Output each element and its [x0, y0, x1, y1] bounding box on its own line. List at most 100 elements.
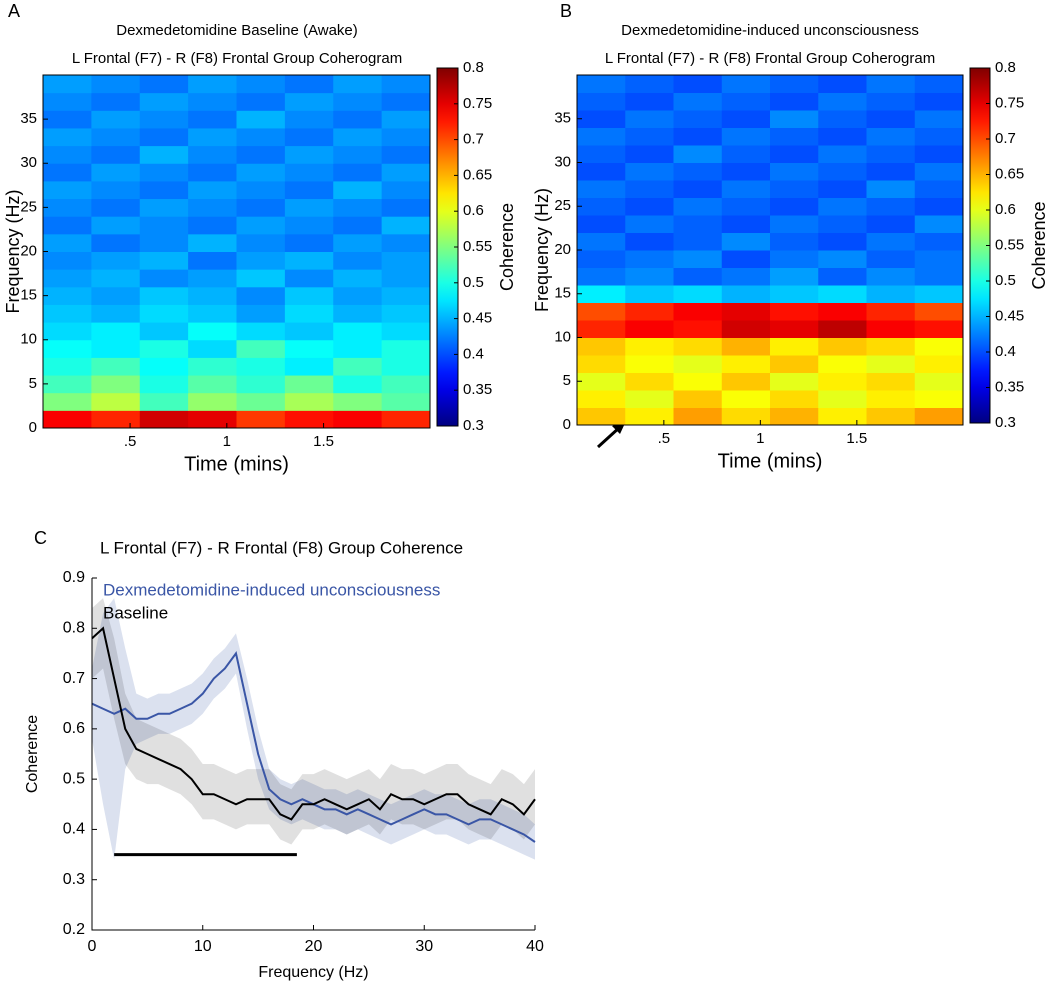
heatmap-cell	[236, 410, 286, 429]
chart-title: L Frontal (F7) - R (F8) Frontal Group Co…	[605, 50, 935, 67]
heatmap-cell	[673, 390, 723, 408]
heatmap-cell	[770, 197, 819, 216]
heatmap-cell	[284, 127, 334, 147]
heatmap-cell	[236, 392, 286, 411]
heatmap-cell	[866, 407, 916, 426]
heatmap-cell	[284, 180, 334, 200]
x-tick-label: 40	[526, 938, 544, 955]
heatmap-cell	[91, 233, 141, 252]
heatmap-cell	[577, 285, 626, 303]
heatmap-cell	[866, 127, 916, 146]
heatmap-cell	[43, 269, 92, 288]
heatmap-cell	[770, 267, 819, 286]
heatmap-cell	[139, 269, 189, 288]
colorbar-tick-label: 0.5	[463, 274, 484, 291]
heatmap-cell	[381, 127, 431, 147]
heatmap-cell	[91, 216, 141, 235]
heatmap-cell	[625, 302, 674, 321]
heatmap-cell	[43, 233, 92, 252]
heatmap-cell	[625, 267, 674, 286]
heatmap-cell	[770, 180, 819, 198]
heatmap-cell	[43, 322, 92, 341]
heatmap-cell	[139, 216, 189, 235]
y-axis-label: Frequency (Hz)	[532, 188, 552, 312]
heatmap-cell	[866, 92, 916, 111]
heatmap-cell	[139, 286, 189, 305]
heatmap-cell	[577, 267, 626, 286]
heatmap-cell	[333, 198, 383, 217]
heatmap-cell	[91, 269, 141, 288]
heatmap-cell	[866, 145, 916, 163]
heatmap-cell	[673, 407, 723, 426]
heatmap-cell	[91, 145, 141, 164]
heatmap-cell	[721, 75, 771, 93]
heatmap-cell	[43, 198, 92, 217]
panel-label: B	[560, 1, 572, 21]
heatmap-cell	[914, 75, 964, 93]
heatmap-cell	[91, 392, 141, 411]
colorbar-tick-label: 0.3	[463, 417, 484, 434]
heatmap-cell	[188, 392, 237, 411]
heatmap-cell	[577, 372, 626, 391]
heatmap-cell	[577, 320, 626, 338]
heatmap-cell	[91, 75, 141, 94]
heatmap-cell	[625, 320, 674, 338]
panel-label: A	[8, 1, 20, 21]
heatmap-cell	[188, 110, 237, 129]
heatmap-cell	[236, 304, 286, 323]
heatmap-cell	[91, 339, 141, 358]
heatmap-cell	[721, 250, 771, 268]
y-tick-label: 25	[20, 198, 37, 215]
heatmap-cell	[770, 145, 819, 163]
heatmap-cell	[673, 110, 723, 128]
colorbar-tick-label: 0.75	[463, 95, 492, 112]
heatmap-cell	[721, 285, 771, 303]
heatmap-cell	[914, 372, 964, 391]
x-tick-label: 0	[88, 938, 97, 955]
chart-title: L Frontal (F7) - R Frontal (F8) Group Co…	[100, 538, 463, 557]
heatmap-cell	[866, 162, 916, 181]
heatmap-cell	[625, 110, 674, 128]
heatmap-cell	[381, 392, 431, 411]
legend-entry: Dexmedetomidine-induced unconsciousness	[103, 580, 440, 599]
heatmap-cell	[43, 110, 92, 129]
heatmap-cell	[43, 216, 92, 235]
heatmap-cell	[770, 110, 819, 128]
heatmap-cell	[673, 285, 723, 303]
heatmap-cell	[818, 355, 867, 373]
heatmap-cell	[673, 145, 723, 163]
heatmap-cell	[914, 250, 964, 268]
heatmap-cell	[625, 162, 674, 181]
heatmap-cell	[673, 215, 723, 233]
heatmap-cell	[914, 145, 964, 163]
y-tick-label: 15	[554, 285, 571, 302]
heatmap-cell	[770, 355, 819, 373]
heatmap-cell	[721, 302, 771, 321]
heatmap-cell	[818, 197, 867, 216]
heatmap-cell	[236, 339, 286, 358]
y-tick-label: 0.3	[63, 871, 85, 888]
y-tick-label: 25	[554, 197, 571, 214]
heatmap-cell	[381, 198, 431, 217]
y-tick-label: 0.4	[63, 821, 85, 838]
heatmap-cell	[236, 269, 286, 288]
heatmap-cell	[818, 92, 867, 111]
heatmap-cell	[284, 286, 334, 305]
colorbar-tick-label: 0.75	[995, 94, 1024, 111]
heatmap-cell	[625, 75, 674, 93]
heatmap-cell	[866, 285, 916, 303]
heatmap-cell	[381, 163, 431, 182]
heatmap-cell	[139, 145, 189, 164]
heatmap-cell	[43, 286, 92, 305]
colorbar-label: Coherence	[497, 203, 517, 291]
heatmap-cell	[866, 180, 916, 198]
heatmap-cell	[333, 286, 383, 305]
heatmap-cell	[139, 392, 189, 411]
heatmap-cell	[381, 339, 431, 358]
colorbar-tick-label: 0.5	[995, 272, 1016, 289]
heatmap-cell	[721, 127, 771, 146]
heatmap-cell	[770, 320, 819, 338]
heatmap-cell	[284, 251, 334, 270]
heatmap-cell	[381, 180, 431, 200]
